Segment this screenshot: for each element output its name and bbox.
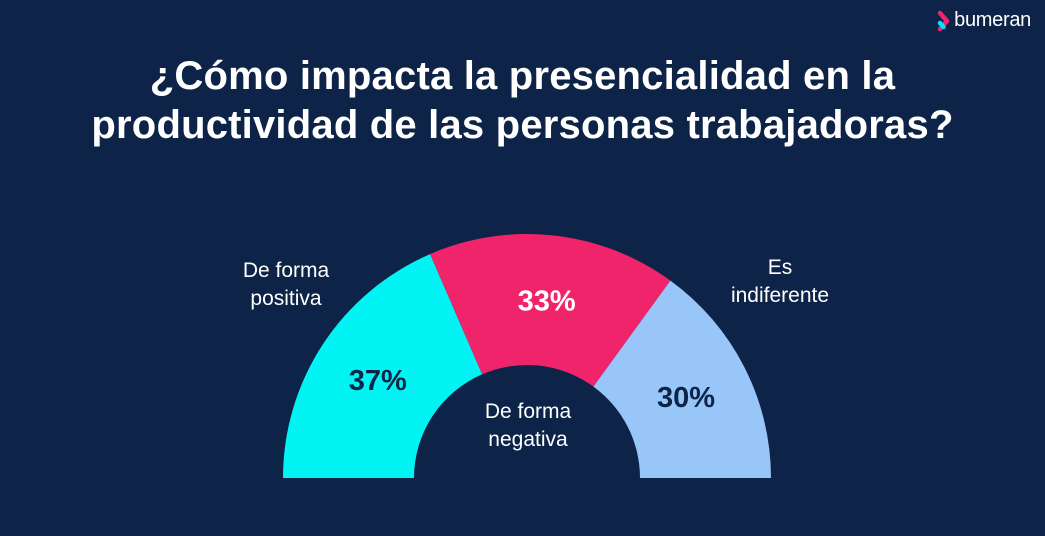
chart-title: ¿Cómo impacta la presencialidad en la pro… [0, 52, 1045, 150]
chart-title-line-2: productividad de las personas trabajador… [91, 103, 954, 147]
category-label-3-line-1: Es [768, 256, 793, 279]
brand-name: bumeran [954, 9, 1031, 31]
slice-value-label-2: 33% [518, 286, 576, 318]
category-label-2-line-1: De forma [485, 400, 572, 423]
slice-value-label-1: 37% [349, 365, 407, 397]
category-label-2: De forma negativa [485, 400, 572, 451]
category-label-1-line-2: positiva [250, 287, 322, 310]
category-label-3-line-2: indiferente [731, 284, 829, 307]
bumeran-logo: bumeran [937, 9, 1031, 32]
bumeran-chevron-icon [937, 10, 950, 31]
category-label-2-line-2: negativa [488, 428, 568, 451]
slice-value-label-3: 30% [657, 382, 715, 414]
category-label-1: De forma positiva [243, 259, 330, 310]
category-label-3: Es indiferente [731, 256, 829, 307]
slice-3 [593, 280, 771, 478]
slice-2 [430, 233, 671, 387]
chart-title-line-1: ¿Cómo impacta la presencialidad en la [149, 54, 896, 98]
category-label-1-line-1: De forma [243, 259, 330, 282]
slice-1 [283, 254, 483, 478]
